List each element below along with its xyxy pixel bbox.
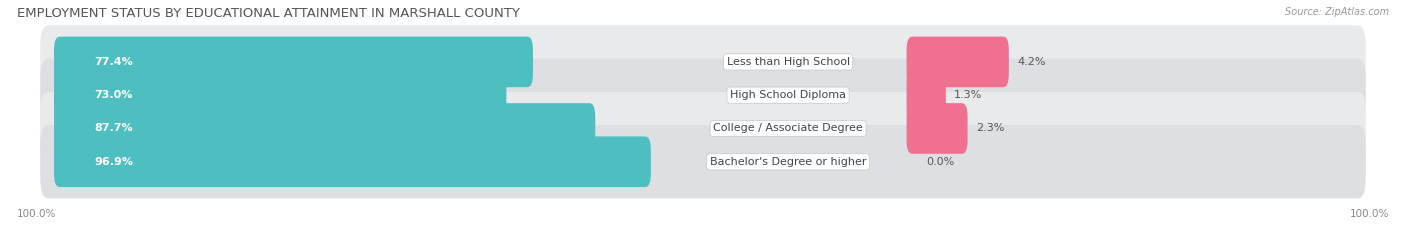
FancyBboxPatch shape [53,103,595,154]
Text: EMPLOYMENT STATUS BY EDUCATIONAL ATTAINMENT IN MARSHALL COUNTY: EMPLOYMENT STATUS BY EDUCATIONAL ATTAINM… [17,7,520,20]
Text: 1.3%: 1.3% [955,90,983,100]
Text: Less than High School: Less than High School [727,57,849,67]
Text: 77.4%: 77.4% [94,57,132,67]
Text: 2.3%: 2.3% [976,123,1004,134]
Text: 96.9%: 96.9% [94,157,134,167]
FancyBboxPatch shape [53,70,506,120]
Text: College / Associate Degree: College / Associate Degree [713,123,863,134]
FancyBboxPatch shape [41,92,1365,165]
Text: 87.7%: 87.7% [94,123,132,134]
Text: 4.2%: 4.2% [1017,57,1046,67]
FancyBboxPatch shape [41,25,1365,99]
Text: 100.0%: 100.0% [1350,209,1389,219]
FancyBboxPatch shape [53,37,533,87]
FancyBboxPatch shape [907,70,946,120]
Text: Bachelor's Degree or higher: Bachelor's Degree or higher [710,157,866,167]
FancyBboxPatch shape [53,137,651,187]
FancyBboxPatch shape [907,103,967,154]
Text: 73.0%: 73.0% [94,90,132,100]
FancyBboxPatch shape [41,58,1365,132]
FancyBboxPatch shape [907,37,1010,87]
Text: 0.0%: 0.0% [927,157,955,167]
Text: High School Diploma: High School Diploma [730,90,846,100]
Text: 100.0%: 100.0% [17,209,56,219]
Text: Source: ZipAtlas.com: Source: ZipAtlas.com [1285,7,1389,17]
FancyBboxPatch shape [41,125,1365,198]
